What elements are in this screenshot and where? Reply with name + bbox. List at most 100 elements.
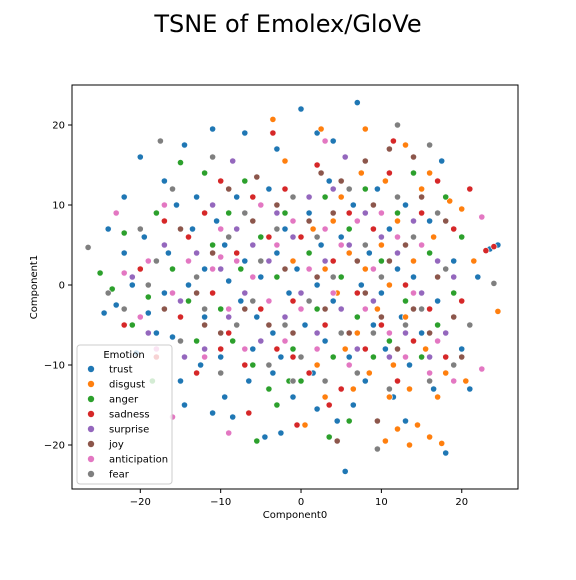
point-anger-14 [229, 337, 237, 345]
point-disgust-26 [402, 313, 409, 321]
point-fear-18 [273, 225, 281, 233]
point-anger-44 [273, 401, 281, 409]
legend-label-disgust: disgust [109, 380, 145, 391]
point-trust-67 [406, 361, 413, 369]
point-trust-81 [160, 177, 168, 185]
point-trust-39 [293, 265, 301, 273]
x-tick-label: −20 [130, 497, 151, 508]
point-sadness-9 [217, 177, 225, 185]
point-anger-7 [177, 159, 184, 166]
point-anticipation-11 [225, 305, 233, 313]
point-anticipation-19 [289, 217, 297, 225]
point-anger-12 [217, 305, 225, 313]
point-joy-21 [377, 313, 385, 321]
point-disgust-41 [389, 361, 397, 369]
point-trust-42 [305, 209, 313, 217]
point-sadness-37 [442, 353, 450, 361]
point-joy-15 [329, 209, 337, 217]
point-surprise-27 [377, 233, 385, 241]
point-disgust-15 [406, 441, 413, 449]
point-trust-13 [185, 281, 192, 289]
point-sadness-43 [269, 129, 277, 137]
point-surprise-4 [193, 249, 200, 257]
point-anticipation-23 [321, 225, 329, 233]
point-anger-18 [265, 385, 273, 393]
point-disgust-19 [365, 369, 373, 377]
point-fear-32 [385, 385, 393, 393]
point-trust-33 [269, 329, 277, 337]
point-trust-5 [140, 233, 148, 241]
point-sadness-45 [217, 345, 225, 353]
point-trust-61 [381, 345, 389, 353]
point-anger-23 [305, 249, 313, 257]
point-anger-3 [128, 321, 136, 329]
legend-marker-disgust [87, 380, 95, 388]
point-anticipation-20 [297, 305, 305, 313]
legend-box [76, 344, 173, 485]
point-surprise-16 [289, 233, 297, 241]
point-fear-4 [144, 281, 152, 289]
point-fear-38 [434, 209, 441, 217]
point-sadness-1 [136, 265, 144, 273]
point-trust-31 [261, 433, 269, 441]
point-surprise-17 [297, 289, 305, 297]
point-trust-1 [100, 309, 108, 317]
point-sadness-5 [185, 233, 192, 241]
point-anger-16 [249, 361, 257, 369]
point-fear-3 [136, 225, 144, 233]
point-anger-11 [209, 241, 216, 249]
point-joy-2 [193, 289, 200, 297]
point-anger-5 [152, 209, 160, 217]
point-fear-14 [241, 209, 249, 217]
legend-label-surprise: surprise [109, 425, 149, 436]
point-trust-49 [333, 417, 341, 425]
point-joy-5 [225, 185, 233, 193]
point-surprise-19 [313, 329, 321, 337]
point-joy-23 [394, 345, 401, 353]
point-joy-36 [410, 153, 417, 161]
point-disgust-24 [361, 265, 369, 273]
legend-label-anticipation: anticipation [109, 455, 168, 466]
point-anger-21 [289, 345, 297, 353]
point-disgust-3 [402, 141, 409, 149]
point-disgust-23 [373, 305, 381, 313]
point-trust-34 [273, 249, 281, 257]
point-trust-32 [265, 185, 273, 193]
point-trust-48 [329, 297, 337, 305]
point-joy-20 [369, 201, 377, 209]
point-sadness-35 [426, 305, 433, 313]
point-trust-35 [277, 353, 285, 361]
point-disgust-22 [301, 421, 309, 429]
point-anticipation-29 [369, 265, 377, 273]
point-anticipation-18 [281, 337, 289, 345]
point-anticipation-43 [321, 137, 329, 145]
point-surprise-36 [450, 273, 458, 281]
point-surprise-28 [385, 353, 393, 361]
point-surprise-25 [361, 209, 369, 217]
point-fear-5 [152, 257, 160, 265]
point-anger-41 [450, 289, 458, 297]
point-trust-69 [418, 329, 425, 337]
point-sadness-24 [337, 385, 345, 393]
point-anticipation-22 [313, 345, 321, 353]
point-anticipation-17 [273, 241, 281, 249]
point-sadness-32 [402, 281, 409, 289]
point-surprise-21 [329, 185, 337, 193]
point-anger-28 [345, 225, 353, 233]
point-trust-7 [152, 329, 160, 337]
point-trust-70 [426, 217, 433, 225]
point-surprise-2 [160, 241, 168, 249]
point-sadness-15 [265, 233, 273, 241]
point-joy-30 [450, 313, 458, 321]
point-anger-31 [369, 353, 377, 361]
point-sadness-44 [293, 421, 301, 429]
point-sadness-11 [233, 249, 241, 257]
x-tick-label: −10 [210, 497, 231, 508]
point-trust-19 [213, 217, 220, 225]
point-anger-42 [458, 233, 466, 241]
legend-label-fear: fear [109, 470, 130, 481]
point-trust-29 [253, 313, 261, 321]
point-surprise-30 [402, 329, 409, 337]
